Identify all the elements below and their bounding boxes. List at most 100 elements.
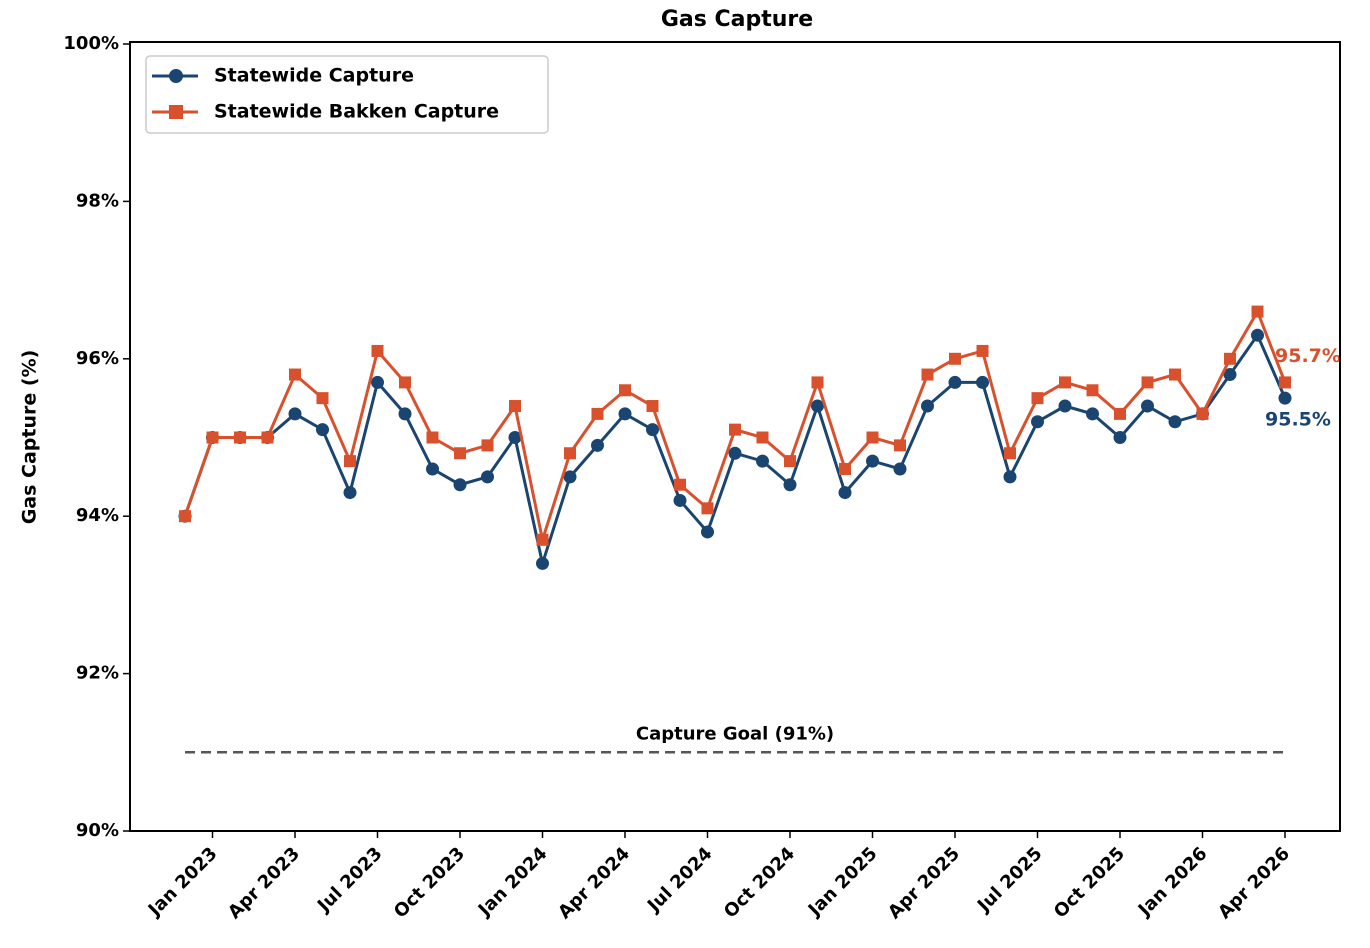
marker xyxy=(811,376,824,389)
marker xyxy=(234,431,246,444)
marker xyxy=(288,407,302,421)
marker xyxy=(701,525,714,539)
marker xyxy=(1113,431,1127,444)
marker xyxy=(289,368,301,381)
marker xyxy=(1031,415,1044,429)
marker xyxy=(261,431,274,444)
marker xyxy=(344,455,356,468)
marker xyxy=(949,352,961,365)
marker xyxy=(728,446,742,460)
marker xyxy=(921,399,934,413)
x-tick-label: Jan 2025 xyxy=(803,843,882,922)
marker xyxy=(1169,368,1181,381)
legend-marker xyxy=(169,105,183,119)
marker xyxy=(784,455,796,468)
marker xyxy=(564,447,576,460)
marker xyxy=(316,423,329,437)
marker xyxy=(866,454,879,468)
x-tick-label: Jul 2025 xyxy=(972,843,1046,917)
x-tick-label: Jan 2026 xyxy=(1133,843,1212,922)
marker xyxy=(563,470,577,484)
marker xyxy=(839,462,851,475)
x-tick-label: Jul 2023 xyxy=(312,843,386,917)
marker xyxy=(1141,376,1154,389)
marker xyxy=(1223,368,1237,382)
marker xyxy=(1058,399,1072,413)
marker xyxy=(509,400,521,413)
marker xyxy=(1224,352,1236,365)
marker xyxy=(453,478,467,492)
chart-title: Gas Capture xyxy=(661,7,813,32)
legend-marker xyxy=(169,69,183,83)
marker xyxy=(673,493,687,507)
marker xyxy=(591,407,604,420)
y-tick-label: 94% xyxy=(76,505,119,526)
marker xyxy=(894,439,906,452)
marker xyxy=(948,375,962,389)
y-axis-label: Gas Capture (%) xyxy=(19,350,41,525)
legend-label: Statewide Capture xyxy=(214,65,414,87)
marker xyxy=(1059,376,1071,389)
marker xyxy=(536,533,549,546)
legend: Statewide Capture Statewide Bakken Captur… xyxy=(145,55,549,134)
marker xyxy=(398,407,412,421)
marker xyxy=(674,478,686,491)
marker xyxy=(481,439,494,452)
x-tick-label: Oct 2024 xyxy=(720,843,799,922)
marker xyxy=(783,478,797,492)
marker xyxy=(976,344,989,357)
marker xyxy=(508,431,522,444)
legend-box xyxy=(145,55,549,134)
x-tick-label: Apr 2026 xyxy=(1214,843,1294,923)
marker xyxy=(179,510,191,523)
value-label: 95.5% xyxy=(1265,409,1331,431)
marker xyxy=(866,431,879,444)
marker xyxy=(371,375,384,389)
y-tick-label: 90% xyxy=(76,820,119,841)
marker xyxy=(1168,415,1182,429)
marker xyxy=(893,462,907,476)
marker xyxy=(811,399,824,413)
y-tick-label: 96% xyxy=(76,348,119,369)
marker xyxy=(371,344,384,357)
y-tick-label: 98% xyxy=(76,190,119,211)
legend-label: Statewide Bakken Capture xyxy=(214,101,499,123)
marker xyxy=(1251,328,1264,342)
marker xyxy=(756,431,769,444)
y-tick-label: 92% xyxy=(76,663,119,684)
goal-label: Capture Goal (91%) xyxy=(636,723,834,744)
marker xyxy=(399,376,411,389)
marker xyxy=(206,431,219,444)
x-tick-label: Apr 2025 xyxy=(884,843,964,923)
marker xyxy=(426,462,439,476)
marker xyxy=(646,400,659,413)
marker xyxy=(1251,305,1264,318)
marker xyxy=(1279,376,1291,389)
marker xyxy=(1003,470,1017,484)
x-tick-label: Apr 2023 xyxy=(224,843,304,923)
marker xyxy=(1086,384,1099,397)
marker xyxy=(591,438,604,452)
x-tick-label: Oct 2023 xyxy=(390,843,469,922)
value-label: 95.7% xyxy=(1275,345,1341,367)
marker xyxy=(481,470,494,484)
x-tick-label: Jul 2024 xyxy=(642,843,716,917)
x-tick-label: Apr 2024 xyxy=(554,843,634,923)
marker xyxy=(1004,447,1016,460)
marker xyxy=(1278,391,1292,405)
marker xyxy=(838,486,852,500)
marker xyxy=(756,454,769,468)
marker xyxy=(646,423,659,437)
x-tick-label: Jan 2024 xyxy=(473,843,552,922)
marker xyxy=(1031,392,1044,405)
plot-frame xyxy=(129,41,1341,832)
x-tick-label: Jan 2023 xyxy=(143,843,222,922)
marker xyxy=(454,447,466,460)
y-tick-label: 100% xyxy=(63,33,119,54)
x-tick-label: Oct 2025 xyxy=(1050,843,1129,922)
marker xyxy=(701,502,714,515)
marker xyxy=(729,423,741,436)
marker xyxy=(1114,407,1126,420)
marker xyxy=(1196,407,1209,420)
